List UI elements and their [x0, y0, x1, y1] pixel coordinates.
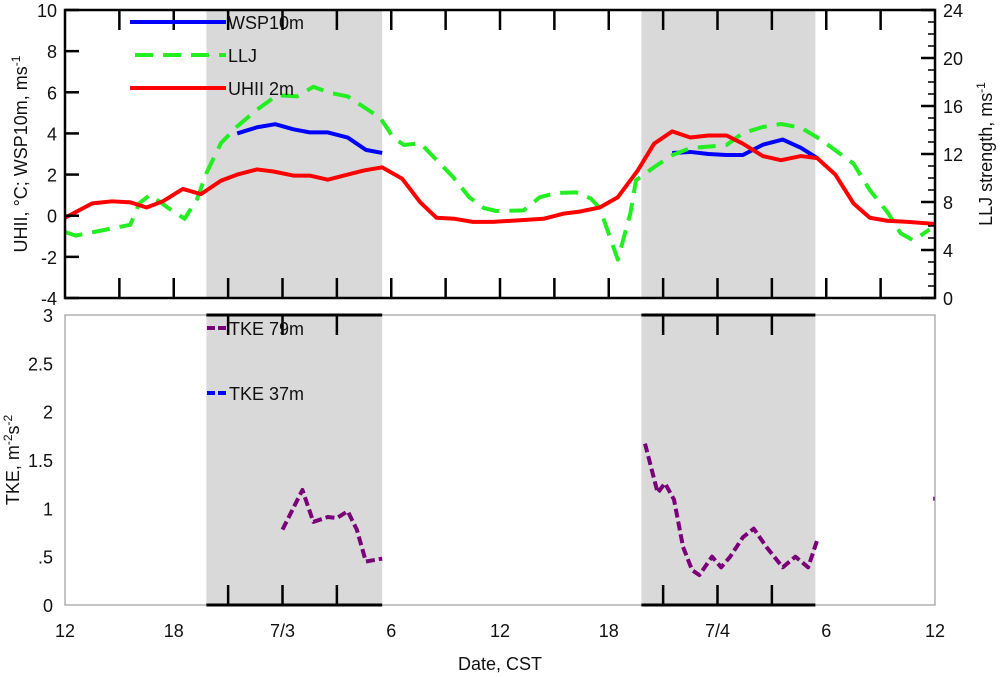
left-y-tick-label: 2: [47, 166, 57, 186]
series-llj-segment-0: [64, 84, 931, 262]
legend-label-wsp10m: WSP10m: [228, 13, 304, 33]
axes: [63, 8, 937, 607]
x-axis-title: Date, CST: [458, 654, 542, 674]
x-tick-label: 12: [925, 621, 945, 641]
night-shade-top-0: [206, 10, 383, 298]
x-tick-label: 12: [55, 621, 75, 641]
bottom-y-tick-label: 2.5: [28, 354, 53, 374]
series-tke-79m-segment-1: [643, 443, 820, 578]
left-y-tick-label: 8: [47, 42, 57, 62]
bottom-y-tick-label: 1.5: [28, 451, 53, 471]
right-y-tick-label: 4: [943, 241, 953, 261]
right-y-tick-label: 20: [943, 49, 963, 69]
left-y-tick-label: 10: [37, 1, 57, 21]
left-y-tick-label: -2: [41, 248, 57, 268]
bottom-y-tick-label: 3: [43, 306, 53, 326]
bottom-legend: TKE 79m TKE 37m: [207, 319, 304, 404]
x-tick-label: 18: [164, 621, 184, 641]
right-y-tick-label: 16: [943, 97, 963, 117]
top-legend: WSP10m LLJ UHII 2m: [130, 13, 304, 99]
right-y-tick-label: 0: [943, 289, 953, 309]
bottom-y-tick-label: 2: [43, 403, 53, 423]
right-y-tick-label: 8: [943, 193, 953, 213]
x-tick-label: 12: [490, 621, 510, 641]
bottom-y-tick-label: 1: [43, 499, 53, 519]
series-wsp10m-segment-0: [236, 122, 383, 155]
legend-label-tke79: TKE 79m: [229, 319, 304, 339]
left-y-tick-label: 4: [47, 124, 57, 144]
night-shade-bottom-0: [206, 315, 383, 605]
night-shading: [206, 10, 816, 605]
top-y-axis-title: UHII, °C; WSP10m, ms-1: [9, 55, 31, 252]
left-y-tick-label: 0: [47, 207, 57, 227]
right-y-tick-label: 24: [943, 1, 963, 21]
series-wsp10m-segment-1: [672, 137, 819, 160]
left-y-tick-label: -4: [41, 289, 57, 309]
x-tick-label: 18: [599, 621, 619, 641]
x-tick-label: 7/3: [270, 621, 295, 641]
bottom-y-tick-label: 0: [43, 596, 53, 616]
legend-label-uhii: UHII 2m: [228, 79, 294, 99]
right-y-tick-label: 12: [943, 145, 963, 165]
x-tick-label: 6: [386, 621, 396, 641]
left-y-tick-label: 6: [47, 83, 57, 103]
bottom-panel-frame: [64, 314, 936, 606]
legend-label-tke37: TKE 37m: [229, 384, 304, 404]
x-tick-label: 7/4: [705, 621, 730, 641]
series-uhii-2m-segment-0: [64, 129, 936, 226]
series-lines: [64, 84, 936, 578]
bottom-y-tick-label: .5: [38, 548, 53, 568]
series-tke-79m-segment-0: [280, 487, 383, 564]
right-y-axis-title: LLJ strength, ms-1: [974, 82, 996, 226]
x-tick-label: 6: [821, 621, 831, 641]
bottom-y-axis-title: TKE, m-2s-2: [1, 414, 23, 505]
legend-label-llj: LLJ: [228, 46, 257, 66]
